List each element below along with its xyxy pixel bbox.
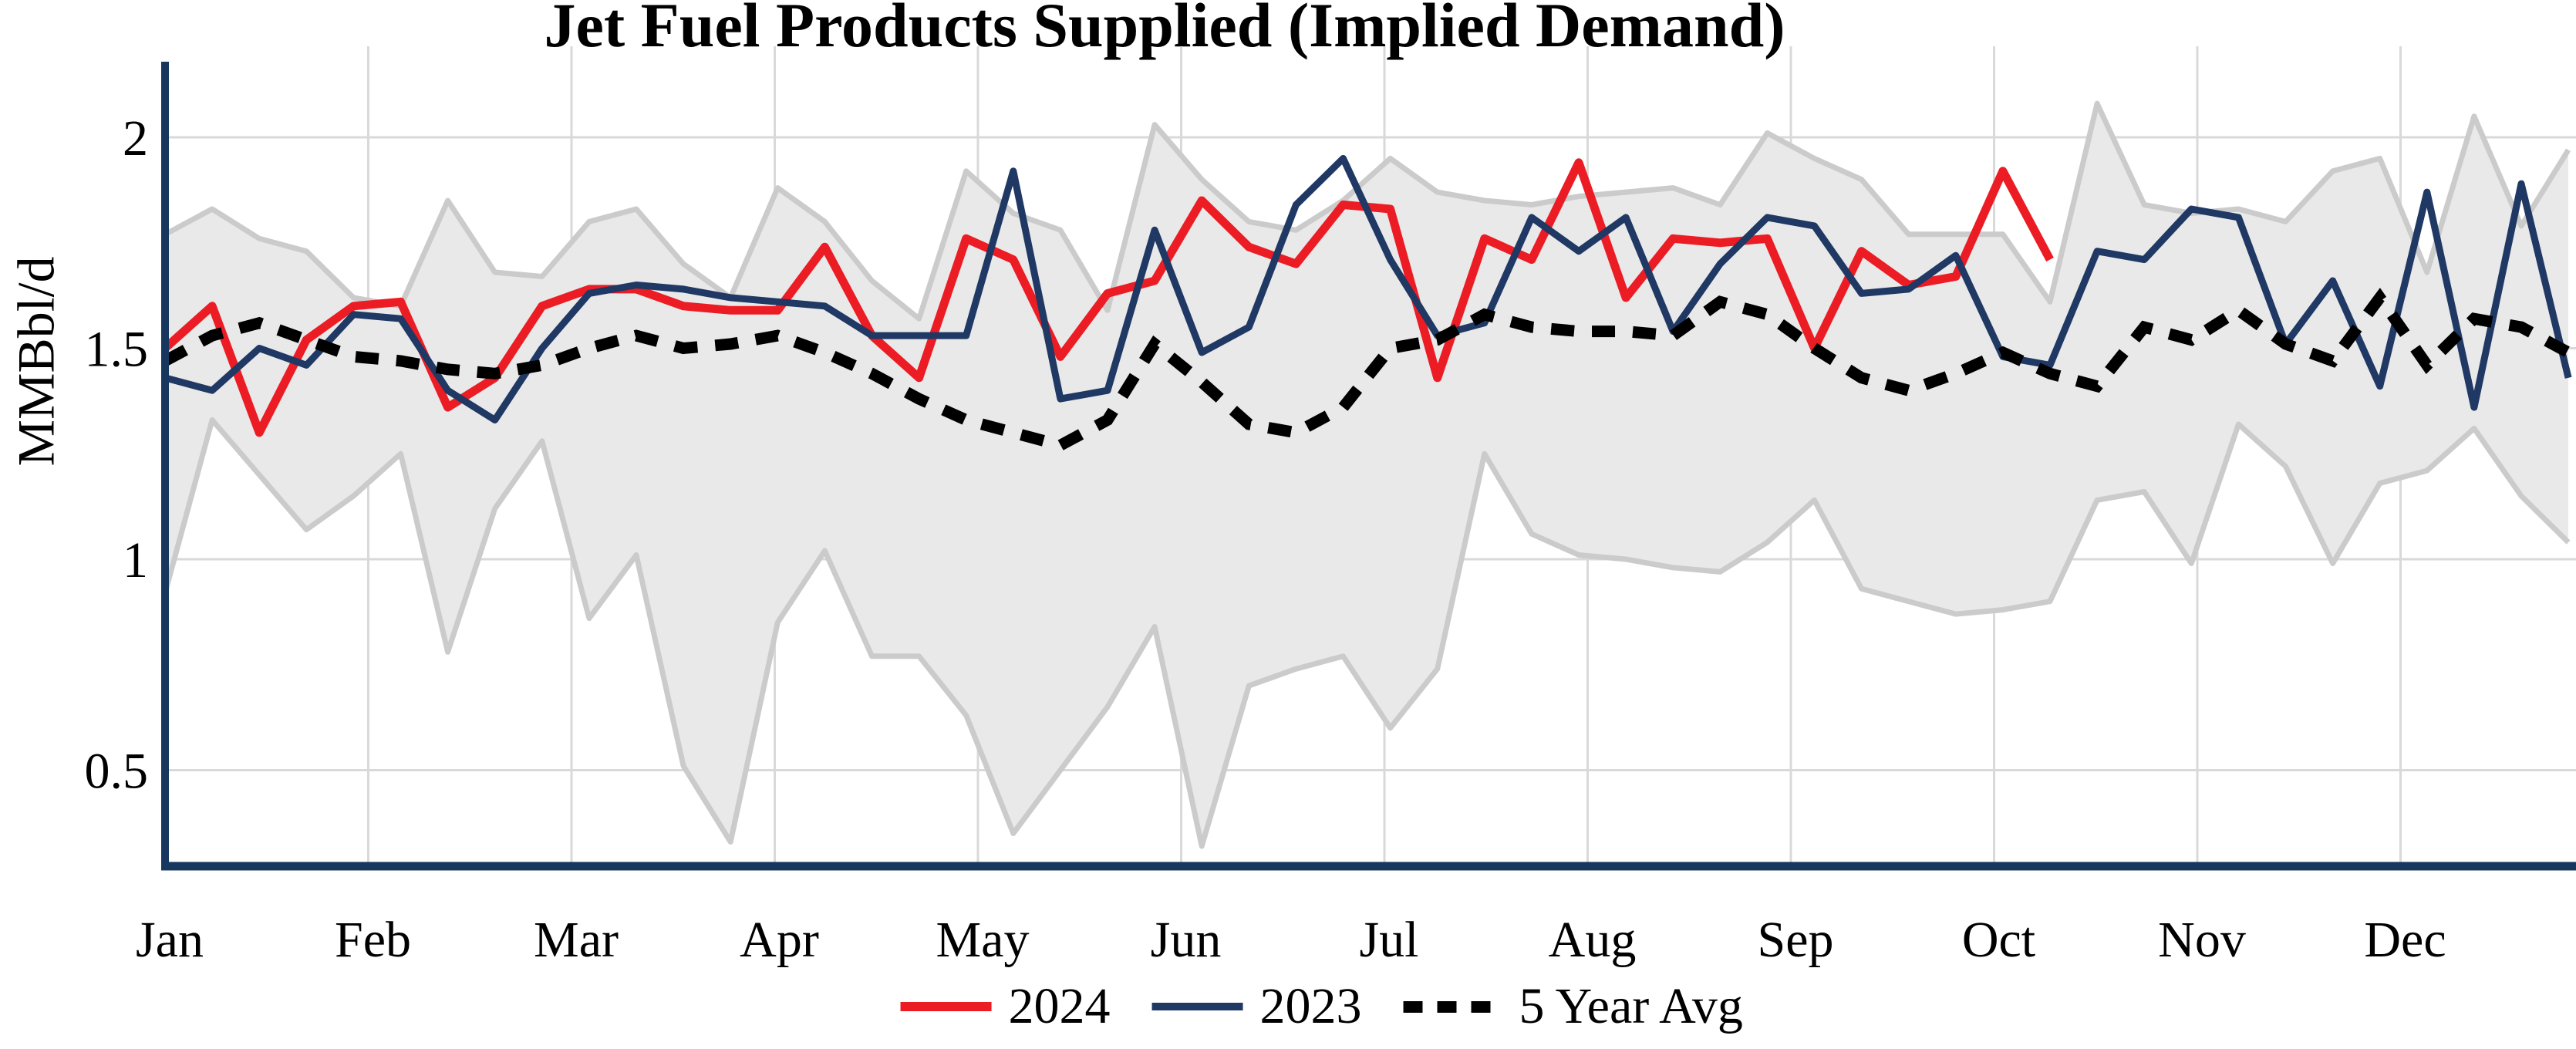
legend-5yr-avg-label: 5 Year Avg [1519, 978, 1743, 1034]
band-lower-edge [162, 417, 2571, 849]
x-month-label-apr: Apr [740, 912, 819, 968]
x-month-label-nov: Nov [2158, 912, 2246, 968]
x-month-label-may: May [936, 912, 1030, 968]
x-month-label-mar: Mar [534, 912, 619, 968]
x-month-label-aug: Aug [1549, 912, 1637, 968]
y-tick-label: 0.5 [85, 744, 149, 800]
x-month-label-feb: Feb [335, 912, 411, 968]
legend-2023-label: 2023 [1259, 978, 1362, 1034]
x-month-label-jul: Jul [1359, 912, 1418, 968]
series-5yr-avg-line [162, 288, 2571, 452]
chart-title: Jet Fuel Products Supplied (Implied Dema… [544, 0, 1785, 60]
legend-2024-line-swatch [900, 1002, 992, 1011]
x-month-label-jun: Jun [1151, 912, 1222, 968]
y-tick-label: 2 [123, 110, 148, 167]
legend: 2024 2023 5 Year Avg [900, 978, 1743, 1034]
band-upper-edge [164, 100, 2571, 322]
legend-5yr-avg-dotted-swatch [1403, 1000, 1502, 1013]
y-tick-label: 1.5 [85, 322, 149, 378]
series-2023-line [164, 154, 2572, 423]
legend-2024-label: 2024 [1008, 978, 1111, 1034]
x-month-label-oct: Oct [1962, 912, 2035, 968]
legend-2023-line-swatch [1151, 1003, 1243, 1010]
five-year-range-band [165, 103, 2569, 846]
x-month-label-dec: Dec [2364, 912, 2446, 968]
y-tick-label: 1 [123, 532, 148, 589]
legend-item-5yr-avg: 5 Year Avg [1403, 978, 1743, 1034]
x-month-label-jan: Jan [136, 912, 204, 968]
series-2024-line [162, 158, 2054, 437]
x-month-label-sep: Sep [1758, 912, 1834, 968]
legend-item-2024: 2024 [900, 978, 1111, 1034]
legend-item-2023: 2023 [1151, 978, 1362, 1034]
